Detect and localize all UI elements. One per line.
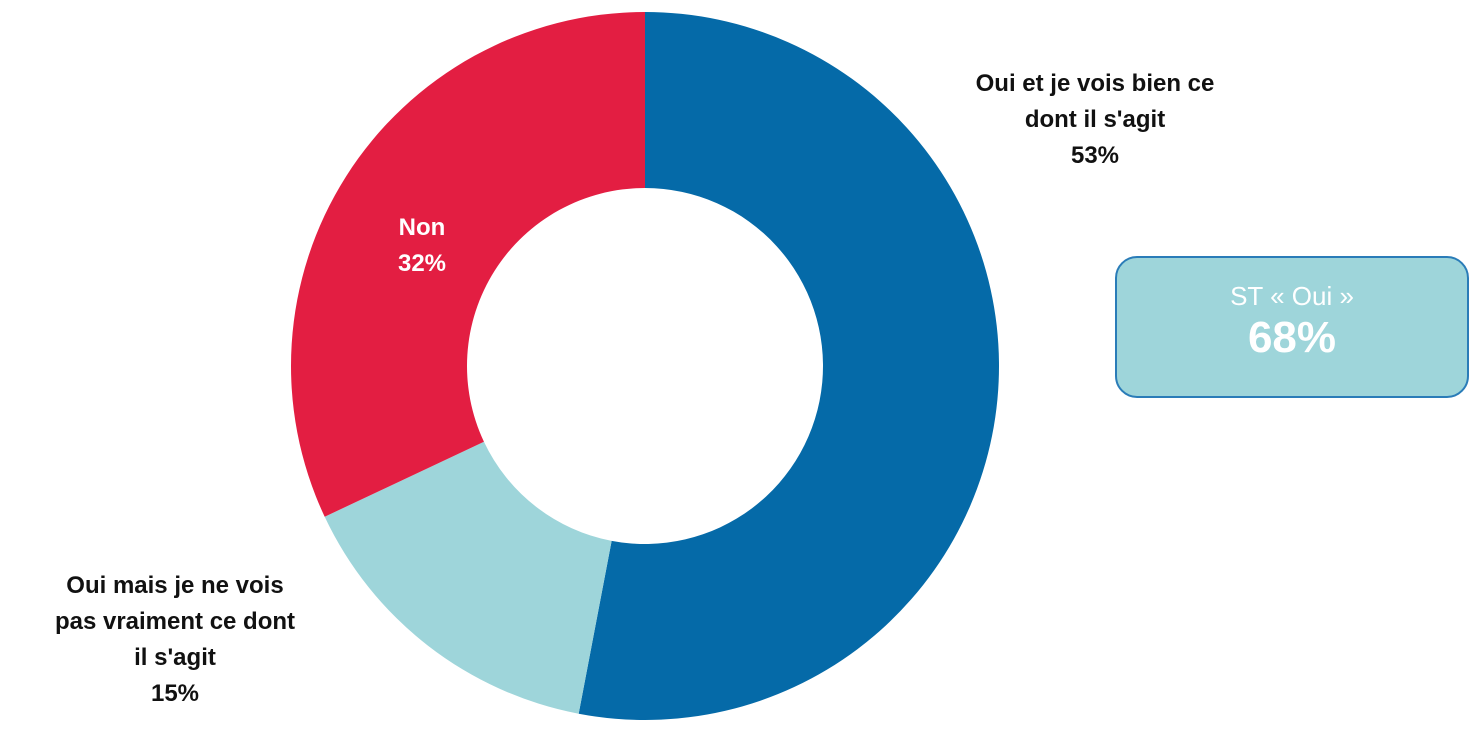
summary-value: 68% bbox=[1247, 313, 1337, 362]
summary-title: ST « Oui » bbox=[1230, 281, 1354, 311]
donut-slice-non bbox=[290, 12, 645, 517]
slice-label-non: Non 32% bbox=[362, 210, 482, 282]
slice-label-line: il s'agit bbox=[134, 644, 216, 671]
summary-box: ST « Oui » 68% bbox=[1115, 256, 1469, 398]
slice-label-line: Oui et je vois bien ce bbox=[975, 70, 1215, 97]
slice-label-line: pas vraiment ce dont bbox=[54, 608, 296, 635]
slice-label-line: Oui mais je ne vois bbox=[66, 572, 284, 599]
donut-slice-oui-mais bbox=[324, 441, 612, 714]
slice-label-oui-bien: Oui et je vois bien ce dont il s'agit 53… bbox=[930, 66, 1260, 174]
slice-label-line: Non bbox=[398, 214, 446, 241]
slice-value-label: 15% bbox=[150, 680, 200, 707]
donut-slice-oui-bien bbox=[578, 11, 1000, 720]
slice-label-oui-mais: Oui mais je ne vois pas vraiment ce dont… bbox=[10, 568, 340, 712]
slice-label-line: dont il s'agit bbox=[1024, 106, 1166, 133]
slice-value-label: 53% bbox=[1070, 142, 1120, 169]
slice-value-label: 32% bbox=[397, 250, 447, 277]
